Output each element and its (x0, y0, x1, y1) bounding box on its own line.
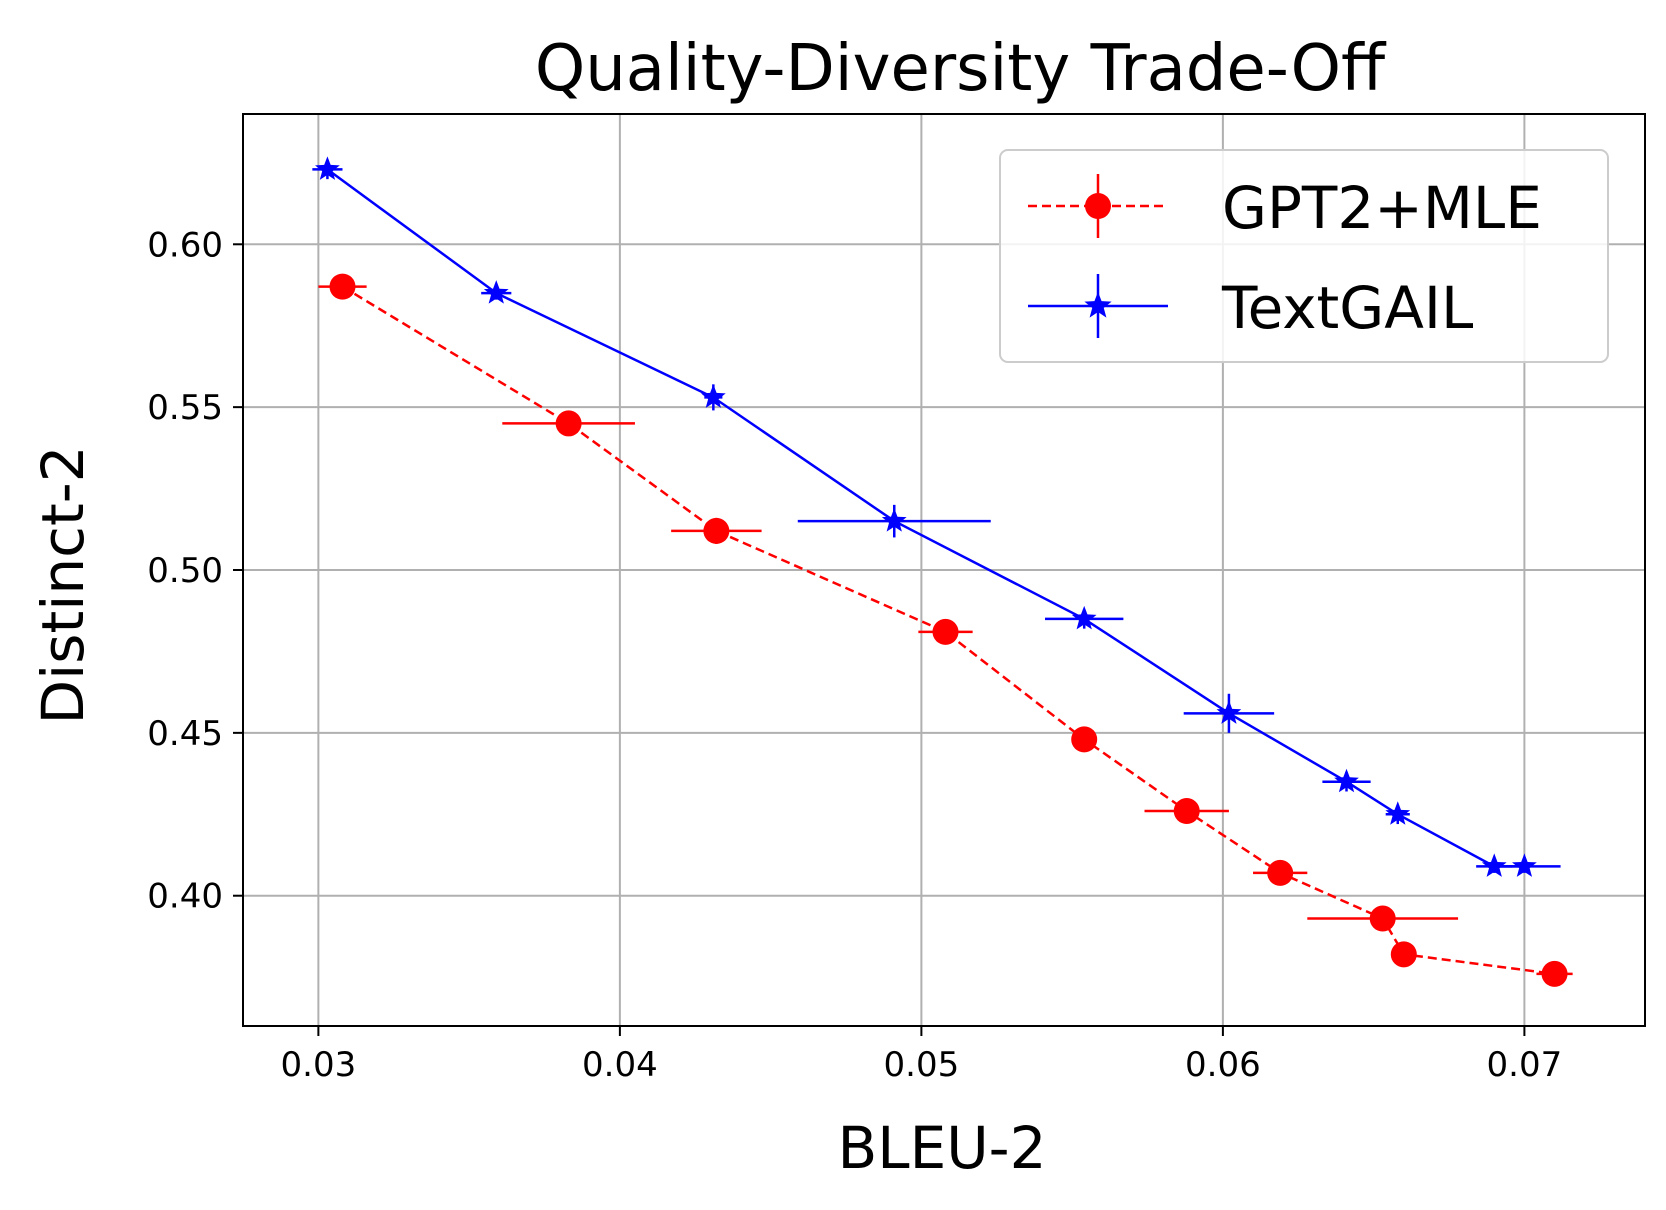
legend: GPT2+MLE TextGAIL (999, 149, 1609, 363)
x-tick-label: 0.07 (1487, 1045, 1563, 1085)
x-tick-label: 0.05 (884, 1045, 960, 1085)
x-tick-label: 0.06 (1185, 1045, 1261, 1085)
data-point (1267, 859, 1294, 886)
series (318, 273, 1573, 987)
plot-series (312, 156, 1573, 987)
data-point (1385, 801, 1411, 825)
y-tick-label: 0.55 (147, 388, 223, 428)
data-point (1390, 941, 1417, 968)
data-point (700, 384, 726, 408)
y-tick-label: 0.45 (147, 714, 223, 754)
data-point (1071, 605, 1097, 630)
legend-label: GPT2+MLE (1222, 174, 1542, 242)
series-line (341, 285, 1555, 976)
data-point (1512, 853, 1537, 877)
y-tick-label: 0.50 (147, 551, 223, 591)
legend-box (999, 149, 1609, 363)
legend-entry: TextGAIL (1028, 274, 1473, 342)
series-line (326, 168, 1525, 868)
legend-label: TextGAIL (1221, 274, 1473, 342)
y-axis-label: Distinct-2 (29, 445, 97, 724)
data-point (1334, 768, 1359, 793)
data-point (315, 156, 340, 180)
data-point (1173, 798, 1200, 825)
x-axis-label: BLEU-2 (837, 1114, 1046, 1182)
data-point (329, 273, 356, 300)
data-point (932, 618, 959, 645)
data-point (1084, 291, 1112, 318)
y-tick-label: 0.40 (147, 877, 223, 917)
chart-title: Quality-Diversity Trade-Off (535, 32, 1387, 106)
x-tick-label: 0.04 (582, 1045, 658, 1085)
data-point (1216, 700, 1242, 724)
data-point (1071, 726, 1098, 753)
series (312, 156, 1561, 877)
data-point (1369, 905, 1396, 932)
x-tick-label: 0.03 (281, 1045, 357, 1085)
data-point (1085, 193, 1111, 219)
data-point (703, 517, 730, 544)
data-point (881, 508, 907, 532)
data-point (555, 410, 582, 437)
axis-ticks: 0.03 0.04 0.05 0.06 0.07 0.40 0.45 0.50 0.55 0.60 (147, 225, 1562, 1085)
y-tick-label: 0.60 (147, 225, 223, 265)
legend-entry: GPT2+MLE (1028, 174, 1542, 242)
data-point (483, 280, 509, 304)
data-point (1541, 960, 1568, 987)
